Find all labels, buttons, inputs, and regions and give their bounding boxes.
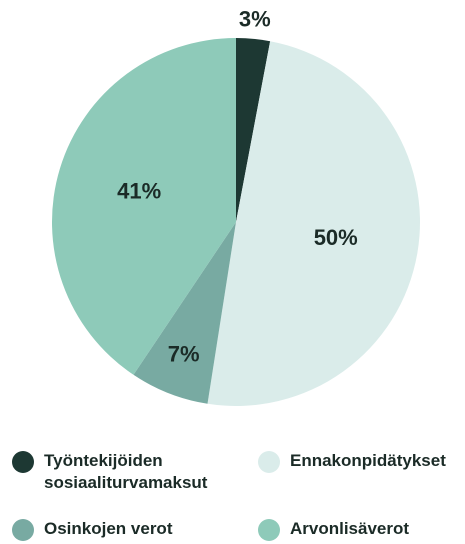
value-label: 7% [168, 341, 200, 366]
legend-swatch [258, 519, 280, 541]
chart: 3% 50% 7% 41% [51, 7, 421, 407]
legend-swatch [258, 451, 280, 473]
legend-label: Ennakonpidätykset [290, 451, 446, 470]
legend-swatch [12, 451, 34, 473]
pie-slice [236, 38, 271, 222]
legend-item: Työntekijöiden sosiaaliturvamaksut [12, 446, 224, 494]
value-label: 41% [117, 178, 161, 203]
legend-item: Osinkojen verot [12, 514, 224, 541]
pie-slice [133, 222, 236, 404]
value-label: 3% [239, 7, 271, 32]
legend-label: Osinkojen verot [44, 519, 173, 538]
legend-swatch [12, 519, 34, 541]
legend-label: Arvonlisäverot [290, 519, 410, 538]
legend-label: Työntekijöiden sosiaaliturvamaksut [44, 451, 208, 492]
value-label: 50% [314, 225, 358, 250]
legend: Työntekijöiden sosiaaliturvamaksut Ennako… [0, 446, 465, 544]
pie-slice [207, 41, 421, 407]
legend-item: Ennakonpidätykset [258, 446, 465, 473]
pie-slice [51, 38, 236, 375]
legend-item: Arvonlisäverot [258, 514, 465, 541]
